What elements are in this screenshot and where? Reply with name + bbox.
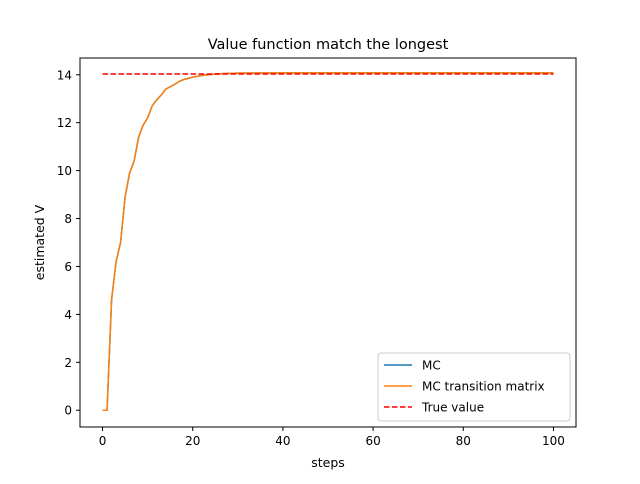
y-tick-label: 14 [57, 68, 72, 82]
x-tick-label: 20 [185, 434, 200, 448]
y-axis-label: estimated V [32, 204, 47, 280]
y-tick-label: 4 [64, 308, 72, 322]
y-tick-label: 2 [64, 356, 72, 370]
x-tick-label: 100 [542, 434, 565, 448]
y-tick-label: 12 [57, 116, 72, 130]
x-tick-label: 40 [275, 434, 290, 448]
y-tick-label: 0 [64, 404, 72, 418]
legend-label-true-value: True value [421, 401, 484, 415]
y-tick-label: 6 [64, 260, 72, 274]
x-tick-label: 80 [456, 434, 471, 448]
axes-frame [79, 57, 577, 428]
y-tick-label: 8 [64, 212, 72, 226]
legend-box [377, 352, 571, 422]
plot-area [102, 72, 554, 411]
legend-label-mc: MC [422, 359, 441, 373]
legend-label-mc-transition-matrix: MC transition matrix [422, 380, 545, 394]
y-axis: 0 2 4 6 8 10 12 14 [57, 68, 80, 418]
series-line-mc-transition-matrix [102, 72, 554, 411]
y-tick-label: 10 [57, 164, 72, 178]
legend: MC MC transition matrix True value [377, 352, 571, 422]
chart-title: Value function match the longest [208, 37, 449, 53]
x-axis: 0 20 40 60 80 100 [99, 427, 565, 448]
x-tick-label: 60 [365, 434, 380, 448]
x-axis-label: steps [311, 455, 345, 470]
x-tick-label: 0 [99, 434, 107, 448]
